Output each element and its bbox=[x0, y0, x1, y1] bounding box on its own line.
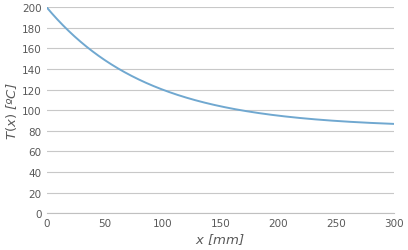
Y-axis label: $T(x)$ [ºC]: $T(x)$ [ºC] bbox=[4, 82, 19, 140]
X-axis label: $x$ [mm]: $x$ [mm] bbox=[195, 231, 245, 246]
